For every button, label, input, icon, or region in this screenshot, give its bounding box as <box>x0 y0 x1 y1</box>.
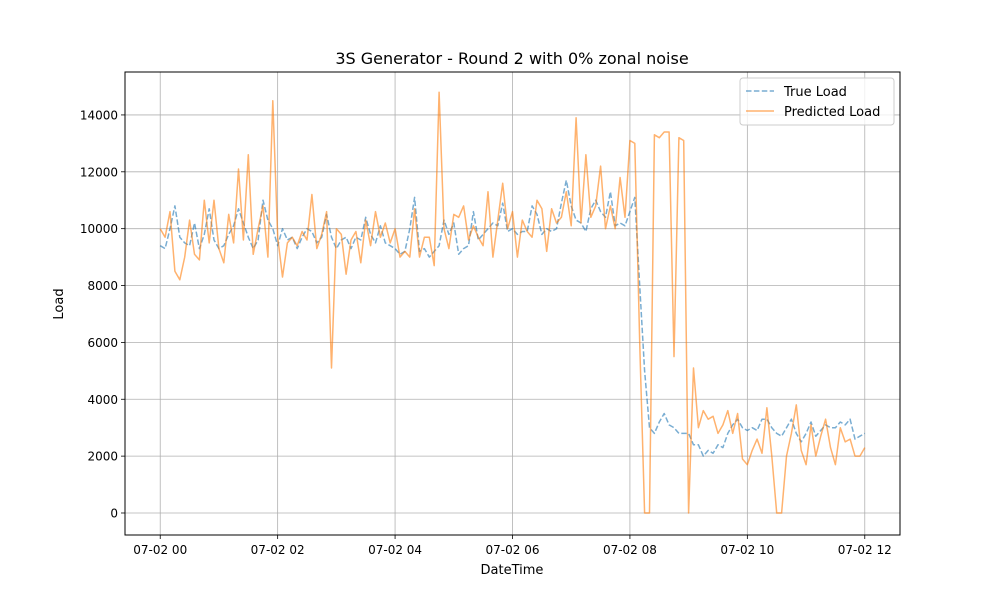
legend-box <box>739 77 895 126</box>
y-tick-label: 8000 <box>87 279 118 293</box>
y-tick-label: 14000 <box>80 108 118 122</box>
y-tick-label: 4000 <box>87 393 118 407</box>
y-axis: 0 2000 4000 6000 8000 10000 12000 14000 <box>80 108 125 520</box>
legend-true-load-label: True Load <box>783 85 847 100</box>
x-tick-label: 07-02 06 <box>486 543 540 557</box>
x-tick-label: 07-02 04 <box>368 543 422 557</box>
x-tick-label: 07-02 08 <box>603 543 657 557</box>
grid-lines <box>125 72 900 535</box>
x-axis-label: DateTime <box>481 563 544 578</box>
x-tick-label: 07-02 10 <box>720 543 774 557</box>
x-tick-label: 07-02 00 <box>133 543 187 557</box>
legend-predicted-load-label: Predicted Load <box>784 105 880 120</box>
series-lines <box>159 91 866 514</box>
y-tick-label: 0 <box>110 506 118 520</box>
legend: True Load Predicted Load <box>739 77 895 126</box>
chart-title: 3S Generator - Round 2 with 0% zonal noi… <box>335 49 688 68</box>
x-tick-label: 07-02 02 <box>251 543 305 557</box>
x-axis: 07-02 00 07-02 02 07-02 04 07-02 06 07-02 08… <box>133 535 892 557</box>
y-tick-label: 12000 <box>80 165 118 179</box>
y-tick-label: 10000 <box>80 222 118 236</box>
y-axis-label: Load <box>52 288 67 319</box>
y-tick-label: 6000 <box>87 336 118 350</box>
true-load-line <box>159 179 866 457</box>
predicted-load-line <box>159 91 866 514</box>
y-tick-label: 2000 <box>87 450 118 464</box>
x-tick-label: 07-02 12 <box>838 543 892 557</box>
